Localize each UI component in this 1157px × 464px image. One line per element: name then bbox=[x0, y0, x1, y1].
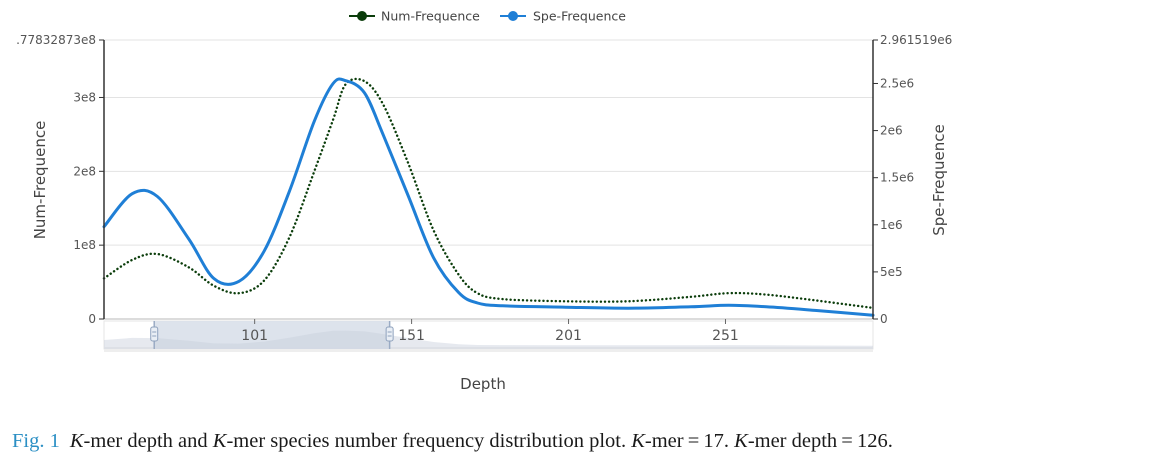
figure-caption: Fig. 1 K-mer depth and K-mer species numb… bbox=[12, 430, 1152, 453]
axes: 0 1e8 2e8 3e8 .77832873e8 0 5e5 1e6 1.5e6 2e6 2.5e… bbox=[16, 33, 952, 344]
caption-text: -mer = 17. bbox=[644, 430, 735, 452]
x-tick-label: 251 bbox=[712, 328, 739, 344]
y-right-tick-label: 2.961519e6 bbox=[880, 33, 952, 47]
zoom-selected-range[interactable] bbox=[154, 321, 390, 349]
y-right-tick-label: 5e5 bbox=[880, 265, 903, 279]
caption-k: K bbox=[69, 430, 84, 452]
caption-k: K bbox=[734, 430, 748, 452]
caption-k: K bbox=[212, 430, 227, 452]
x-axis-title: Depth bbox=[460, 375, 506, 393]
y-left-tick-label: 1e8 bbox=[73, 238, 96, 252]
data-zoom-slider[interactable] bbox=[103, 320, 874, 352]
series-line-num-frequence bbox=[102, 77, 875, 310]
x-tick-label: 101 bbox=[241, 328, 268, 344]
zoom-track-bottom bbox=[104, 347, 873, 352]
y-right-tick-label: 1.5e6 bbox=[880, 171, 914, 185]
zoom-handle-right-icon[interactable] bbox=[385, 326, 394, 342]
y-right-tick-label: 0 bbox=[880, 312, 888, 326]
legend[interactable]: Num-Frequence Spe-Frequence bbox=[349, 9, 626, 24]
y-left-tick-label: 3e8 bbox=[73, 90, 96, 104]
x-tick-label: 201 bbox=[555, 328, 582, 344]
legend-label-spe: Spe-Frequence bbox=[533, 9, 626, 24]
series-group bbox=[102, 77, 875, 317]
y-left-tick-label: .77832873e8 bbox=[16, 33, 96, 47]
legend-marker-icon bbox=[357, 11, 367, 21]
series-line-spe-frequence bbox=[102, 77, 875, 317]
legend-marker-icon bbox=[508, 11, 518, 21]
y-right-tick-label: 2e6 bbox=[880, 124, 903, 138]
caption-text: -mer depth = 126. bbox=[747, 430, 893, 452]
zoom-handle-left-icon[interactable] bbox=[150, 326, 159, 342]
caption-text: -mer species number frequency distributi… bbox=[226, 430, 632, 452]
y-right-tick-label: 2.5e6 bbox=[880, 76, 914, 90]
x-tick-label: 151 bbox=[398, 328, 425, 344]
kmer-chart: 0 1e8 2e8 3e8 .77832873e8 0 5e5 1e6 1.5e6 2e6 2.5e… bbox=[16, 9, 952, 394]
y-left-tick-label: 0 bbox=[88, 312, 96, 326]
legend-item-num-frequence[interactable]: Num-Frequence bbox=[349, 9, 480, 24]
legend-label-num: Num-Frequence bbox=[381, 9, 480, 24]
y-right-axis-title: Spe-Frequence bbox=[930, 124, 948, 236]
legend-item-spe-frequence[interactable]: Spe-Frequence bbox=[500, 9, 626, 24]
caption-text: -mer depth and bbox=[83, 430, 213, 452]
y-left-tick-label: 2e8 bbox=[73, 164, 96, 178]
y-right-tick-label: 1e6 bbox=[880, 218, 903, 232]
figure-label: Fig. 1 bbox=[12, 430, 60, 452]
y-left-axis-title: Num-Frequence bbox=[31, 121, 49, 240]
caption-k: K bbox=[631, 430, 645, 452]
zoom-preview-area bbox=[104, 330, 873, 349]
grid-lines bbox=[104, 39, 873, 320]
